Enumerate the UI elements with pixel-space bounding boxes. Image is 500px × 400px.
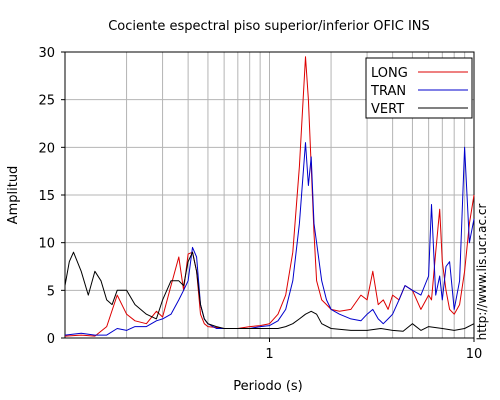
x-tick-label: 10: [466, 347, 483, 362]
y-tick-label: 25: [38, 94, 55, 109]
y-tick-label: 15: [38, 189, 55, 204]
y-tick-label: 20: [38, 141, 55, 156]
y-tick-label: 0: [47, 332, 55, 347]
y-tick-label: 10: [38, 237, 55, 252]
x-axis-label: Periodo (s): [233, 379, 303, 394]
series-line-tran: [64, 142, 475, 336]
legend: LONG TRAN VERT: [365, 57, 473, 119]
y-tick-label: 30: [38, 46, 55, 61]
legend-label-vert: VERT: [371, 102, 404, 117]
chart-title: Cociente espectral piso superior/inferio…: [108, 19, 430, 34]
y-axis-label: Amplitud: [6, 166, 21, 225]
axes: 0 5 10 15 20 25 30 1 10: [38, 46, 482, 362]
source-url: http://www.lis.ucr.ac.cr: [475, 204, 489, 341]
x-tick-label: 1: [265, 347, 273, 362]
legend-label-tran: TRAN: [370, 84, 406, 99]
y-tick-label: 5: [47, 284, 55, 299]
series: [64, 56, 475, 337]
legend-label-long: LONG: [371, 66, 408, 81]
series-line-vert: [64, 251, 475, 332]
